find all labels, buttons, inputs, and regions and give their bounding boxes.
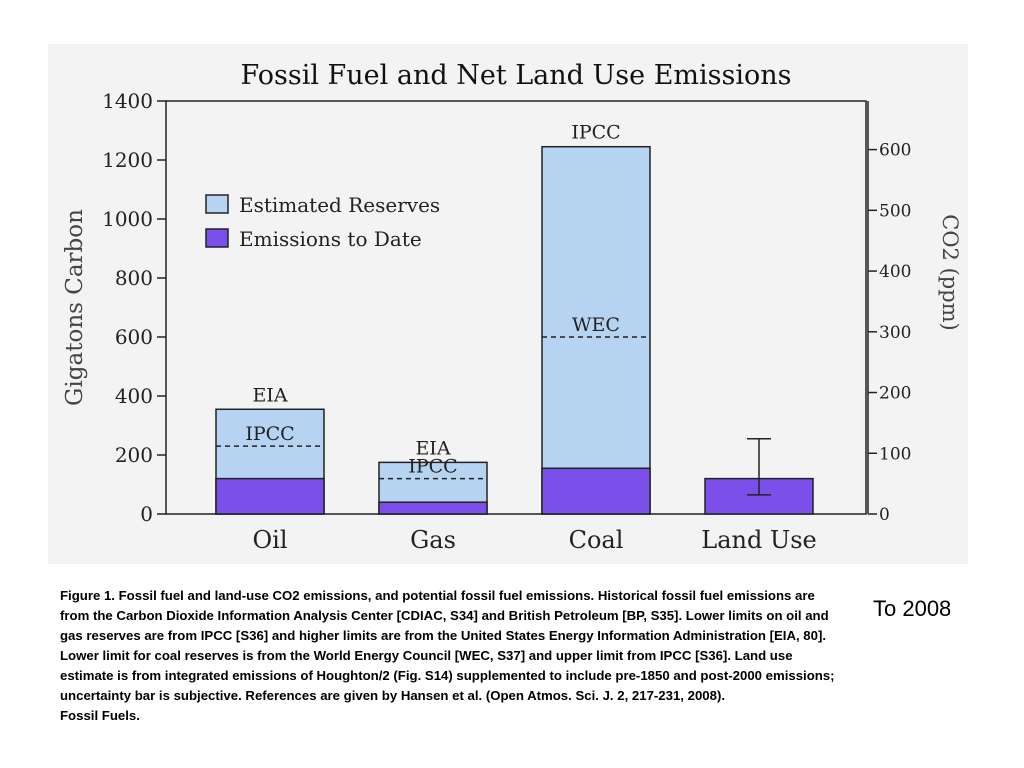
y2-tick-label: 200: [879, 384, 911, 404]
x-tick-label: Coal: [569, 526, 624, 554]
caption-text: Figure 1. Fossil fuel and land-use CO2 e…: [60, 588, 835, 703]
caption-footer: Fossil Fuels.: [60, 708, 140, 723]
top-label: IPCC: [571, 122, 620, 144]
bar-emissions-coal: [541, 467, 651, 515]
y-tick-label: 800: [115, 266, 153, 290]
top-label: EIA: [252, 384, 287, 406]
y2-tick-label: 300: [879, 323, 911, 343]
y2-tick-label: 400: [879, 262, 911, 282]
top-label: EIA: [415, 437, 450, 459]
chart-svg: Fossil Fuel and Net Land Use Emissions 0 2…: [62, 60, 962, 554]
chart-title: Fossil Fuel and Net Land Use Emissions: [240, 60, 791, 91]
legend-swatch: [205, 228, 229, 248]
bar-emissions-gas: [378, 501, 488, 515]
chart-panel: Fossil Fuel and Net Land Use Emissions 0 2…: [48, 44, 968, 564]
y2-tick-label: 600: [879, 141, 911, 161]
y-tick-label: 1400: [102, 89, 153, 113]
y-axis-label: Gigatons Carbon: [62, 209, 88, 406]
y-tick-label: 600: [115, 325, 153, 349]
y2-axis-label: CO2 (ppm): [938, 214, 962, 331]
bar-emissions-oil: [215, 477, 325, 515]
x-tick-label: Gas: [410, 526, 456, 554]
legend-swatch: [205, 194, 229, 214]
y2-tick-label: 500: [879, 201, 911, 221]
y-tick-label: 200: [115, 443, 153, 467]
y-tick-label: 400: [115, 384, 153, 408]
y-tick-label: 1000: [102, 207, 153, 231]
limit-label: IPCC: [408, 456, 457, 478]
limit-label: IPCC: [245, 423, 294, 445]
y-tick-label: 1200: [102, 148, 153, 172]
figure-caption: Figure 1. Fossil fuel and land-use CO2 e…: [60, 586, 835, 726]
y2-tick-label: 100: [879, 444, 911, 464]
limit-label: WEC: [572, 314, 620, 336]
x-tick-label: Land Use: [701, 526, 816, 554]
y2-tick-label: 0: [879, 505, 890, 525]
side-note: To 2008: [873, 596, 952, 621]
x-tick-label: Oil: [252, 526, 287, 554]
y-tick-label: 0: [140, 502, 153, 526]
plot-frame: [165, 100, 867, 515]
legend-label: Estimated Reserves: [239, 193, 440, 217]
legend-label: Emissions to Date: [239, 227, 422, 251]
